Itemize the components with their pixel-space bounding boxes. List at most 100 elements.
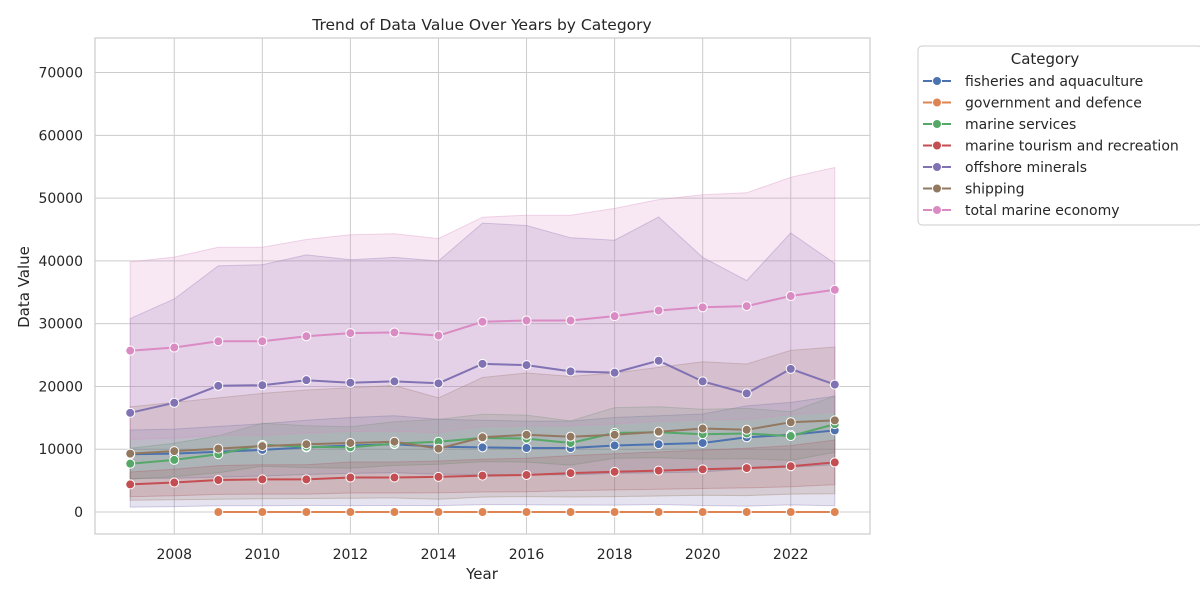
- data-point: [829, 284, 840, 295]
- y-axis-label: Data Value: [15, 246, 33, 328]
- data-point: [653, 465, 664, 476]
- data-point: [785, 431, 796, 442]
- data-point: [257, 441, 268, 452]
- data-point: [741, 463, 752, 474]
- data-point: [521, 360, 532, 371]
- data-point: [565, 431, 576, 442]
- data-point: [301, 507, 312, 518]
- data-point: [785, 291, 796, 302]
- data-point: [653, 305, 664, 316]
- data-point: [653, 439, 664, 450]
- data-point: [169, 454, 180, 465]
- data-point: [345, 377, 356, 388]
- data-point: [477, 432, 488, 443]
- data-point: [477, 442, 488, 453]
- data-point: [609, 367, 620, 378]
- legend-swatch-marker: [932, 205, 942, 215]
- y-tick-label: 60000: [38, 128, 83, 144]
- data-point: [213, 475, 224, 486]
- data-point: [257, 380, 268, 391]
- data-point: [301, 331, 312, 342]
- y-tick-label: 30000: [38, 317, 83, 333]
- data-point: [345, 472, 356, 483]
- y-tick-label: 20000: [38, 379, 83, 395]
- data-point: [741, 424, 752, 435]
- data-point: [433, 330, 444, 341]
- legend-entry: total marine economy: [965, 203, 1120, 219]
- data-point: [521, 507, 532, 518]
- data-point: [565, 315, 576, 326]
- data-point: [653, 507, 664, 518]
- data-point: [257, 474, 268, 485]
- data-point: [477, 316, 488, 327]
- data-point: [697, 507, 708, 518]
- data-point: [697, 464, 708, 475]
- data-point: [609, 311, 620, 322]
- legend-entry: government and defence: [965, 96, 1142, 112]
- legend-title: Category: [1011, 50, 1080, 68]
- data-point: [477, 507, 488, 518]
- data-point: [433, 443, 444, 454]
- data-point: [609, 429, 620, 440]
- data-point: [389, 472, 400, 483]
- data-point: [609, 507, 620, 518]
- data-point: [345, 328, 356, 339]
- x-tick-label: 2008: [156, 547, 192, 563]
- legend-swatch-marker: [932, 162, 942, 172]
- data-point: [301, 439, 312, 450]
- data-point: [389, 327, 400, 338]
- data-point: [697, 423, 708, 434]
- data-point: [829, 457, 840, 468]
- x-tick-label: 2010: [245, 547, 281, 563]
- data-point: [741, 388, 752, 399]
- y-tick-label: 50000: [38, 191, 83, 207]
- data-point: [785, 417, 796, 428]
- data-point: [433, 507, 444, 518]
- data-point: [169, 446, 180, 457]
- data-point: [389, 507, 400, 518]
- data-point: [521, 469, 532, 480]
- data-point: [785, 461, 796, 472]
- data-point: [389, 436, 400, 447]
- data-point: [125, 407, 136, 418]
- data-point: [653, 355, 664, 366]
- data-point: [697, 302, 708, 313]
- data-point: [609, 466, 620, 477]
- y-tick-label: 70000: [38, 66, 83, 82]
- data-point: [389, 376, 400, 387]
- confidence-band: [129, 166, 836, 440]
- plot-frame: [94, 37, 871, 535]
- data-point: [697, 376, 708, 387]
- data-point: [213, 443, 224, 454]
- data-point: [785, 507, 796, 518]
- legend: Category fisheries and aquaculture govern…: [917, 45, 1200, 226]
- data-point: [257, 507, 268, 518]
- legend-swatch-marker: [932, 97, 942, 108]
- legend-swatch-marker: [932, 119, 942, 129]
- data-point: [565, 366, 576, 377]
- x-tick-label: 2014: [421, 547, 457, 563]
- x-tick-label: 2022: [773, 547, 809, 563]
- legend-swatch-marker: [932, 140, 942, 151]
- data-point: [477, 358, 488, 369]
- data-point: [257, 336, 268, 347]
- confidence-band: [129, 346, 836, 501]
- y-tick-label: 40000: [38, 254, 83, 270]
- data-point: [125, 448, 136, 459]
- data-point: [741, 507, 752, 518]
- data-point: [125, 345, 136, 356]
- data-point: [169, 477, 180, 488]
- legend-swatch-marker: [932, 183, 942, 194]
- data-point: [829, 415, 840, 426]
- data-point: [829, 379, 840, 390]
- data-point: [609, 440, 620, 451]
- data-point: [213, 507, 224, 518]
- legend-entry: fisheries and aquaculture: [965, 74, 1143, 90]
- data-point: [125, 458, 136, 469]
- data-point: [697, 437, 708, 448]
- data-point: [213, 380, 224, 391]
- legend-entry: marine services: [965, 117, 1076, 133]
- data-point: [433, 378, 444, 389]
- data-point: [125, 479, 136, 490]
